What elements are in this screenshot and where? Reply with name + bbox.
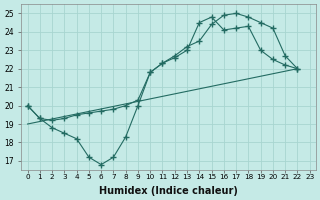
X-axis label: Humidex (Indice chaleur): Humidex (Indice chaleur): [99, 186, 238, 196]
